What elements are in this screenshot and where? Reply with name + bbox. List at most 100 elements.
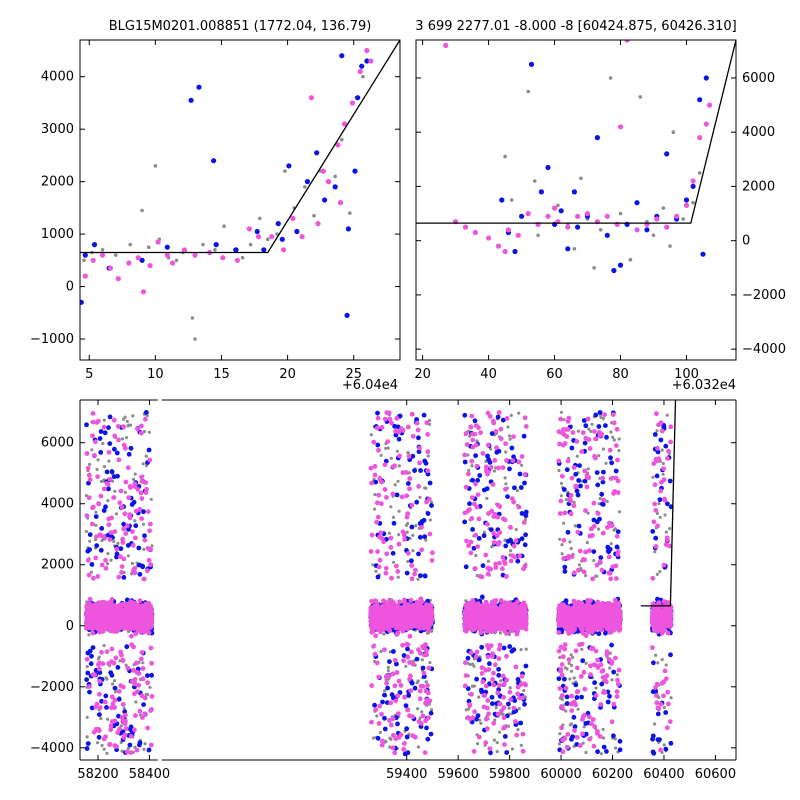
- blue-data-point: [146, 747, 152, 753]
- magenta-data-point: [99, 649, 104, 655]
- blue-data-point: [129, 502, 135, 507]
- magenta-data-point: [170, 260, 176, 266]
- magenta-data-point: [115, 424, 121, 429]
- blue-data-point: [339, 53, 345, 59]
- blue-data-point: [107, 441, 113, 446]
- blue-data-point: [417, 534, 423, 540]
- grey-data-point: [133, 472, 137, 476]
- blue-data-point: [314, 150, 320, 156]
- magenta-data-point: [84, 656, 90, 662]
- grey-data-point: [174, 258, 179, 263]
- blue-data-point: [372, 702, 377, 708]
- magenta-data-point: [94, 701, 100, 707]
- marker-layer: [80, 40, 400, 341]
- magenta-data-point: [407, 486, 412, 492]
- magenta-data-point: [111, 417, 117, 423]
- magenta-data-point: [398, 732, 404, 738]
- blue-data-point: [106, 486, 111, 492]
- blue-data-point: [594, 135, 601, 141]
- blue-data-point: [382, 692, 387, 698]
- magenta-data-point: [164, 252, 170, 258]
- blue-data-point: [391, 649, 396, 654]
- grey-data-point: [638, 95, 643, 99]
- magenta-data-point: [127, 485, 133, 490]
- x-tick-label: 80: [612, 367, 629, 382]
- grey-data-point: [127, 423, 131, 427]
- blue-data-point: [499, 197, 505, 203]
- magenta-data-point: [141, 576, 147, 582]
- magenta-data-point: [388, 700, 394, 706]
- blue-data-point: [519, 213, 525, 219]
- grey-data-point: [697, 171, 702, 175]
- magenta-data-point: [525, 211, 531, 217]
- magenta-data-point: [120, 658, 126, 663]
- blue-data-point: [375, 735, 381, 741]
- magenta-data-point: [97, 691, 102, 697]
- blue-data-point: [359, 63, 365, 69]
- magenta-data-point: [617, 124, 624, 130]
- blue-data-point: [91, 242, 98, 248]
- magenta-data-point: [119, 564, 125, 569]
- magenta-data-point: [269, 234, 275, 240]
- blue-data-point: [87, 547, 92, 552]
- magenta-data-point: [96, 662, 101, 667]
- magenta-data-point: [388, 722, 394, 728]
- grey-data-point: [102, 418, 106, 422]
- blue-data-point: [429, 503, 434, 508]
- magenta-data-point: [357, 68, 363, 75]
- blue-data-point: [97, 670, 103, 675]
- magenta-data-point: [123, 479, 129, 485]
- x-tick-label: 40: [480, 367, 497, 382]
- blue-data-point: [385, 685, 390, 691]
- grey-data-point: [373, 492, 377, 497]
- blue-data-point: [141, 702, 147, 707]
- magenta-data-point: [384, 551, 390, 557]
- magenta-data-point: [111, 495, 117, 500]
- grey-data-point: [134, 700, 138, 704]
- x-tick-label: 5: [85, 367, 93, 382]
- blue-data-point: [286, 163, 292, 169]
- magenta-data-point: [132, 727, 137, 733]
- blue-data-point: [164, 244, 170, 250]
- grey-data-point: [608, 76, 613, 80]
- magenta-data-point: [420, 713, 426, 719]
- magenta-data-point: [565, 224, 571, 230]
- blue-data-point: [140, 563, 145, 569]
- magenta-data-point: [383, 570, 389, 576]
- magenta-data-point: [148, 742, 154, 748]
- blue-data-point: [412, 468, 417, 473]
- magenta-data-point: [140, 289, 147, 295]
- magenta-data-point: [140, 666, 146, 671]
- grey-data-point: [387, 531, 391, 535]
- grey-data-point: [107, 459, 111, 463]
- magenta-data-point: [106, 522, 112, 528]
- grey-data-point: [119, 724, 123, 728]
- magenta-data-point: [192, 252, 198, 258]
- marker-layer: [84, 400, 677, 757]
- grey-data-point: [428, 518, 432, 522]
- magenta-data-point: [393, 698, 399, 704]
- grey-data-point: [258, 216, 262, 221]
- magenta-data-point: [402, 597, 407, 603]
- grey-data-point: [147, 245, 151, 249]
- magenta-data-point: [604, 213, 610, 219]
- blue-data-point: [391, 520, 397, 526]
- magenta-data-point: [132, 681, 138, 687]
- grey-data-point: [120, 749, 124, 753]
- magenta-data-point: [118, 683, 124, 689]
- magenta-data-point: [379, 501, 384, 507]
- blue-data-point: [611, 267, 617, 274]
- blue-data-point: [254, 228, 260, 235]
- magenta-data-point: [148, 603, 153, 609]
- magenta-data-point: [281, 247, 287, 253]
- magenta-data-point: [90, 257, 96, 263]
- blue-data-point: [414, 499, 420, 505]
- magenta-data-point: [341, 121, 348, 127]
- magenta-data-point: [130, 529, 135, 534]
- magenta-data-point: [552, 205, 558, 211]
- blue-data-point: [406, 481, 411, 486]
- magenta-data-point: [674, 213, 680, 219]
- blue-data-point: [275, 221, 281, 227]
- blue-data-point: [322, 197, 328, 203]
- grey-data-point: [126, 746, 130, 751]
